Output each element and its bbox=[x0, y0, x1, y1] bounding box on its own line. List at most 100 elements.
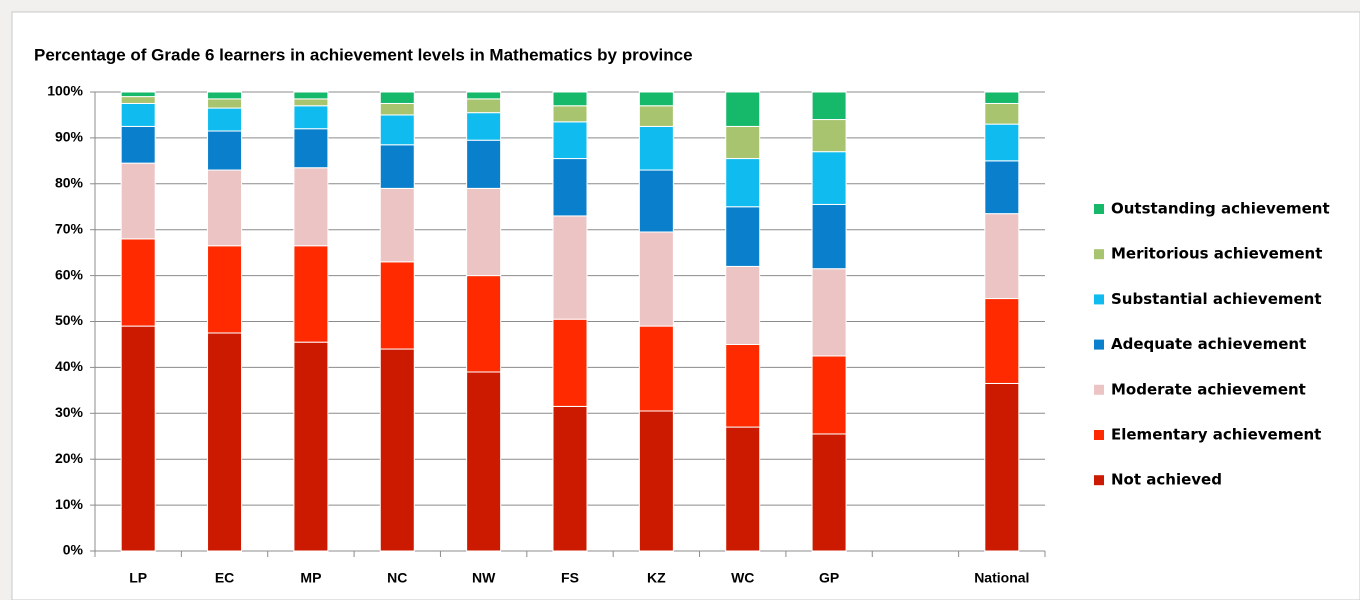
bar-segment bbox=[207, 169, 243, 247]
legend-label: Outstanding achievement bbox=[1111, 200, 1330, 218]
legend-swatch bbox=[1094, 204, 1104, 214]
x-tick-label: FS bbox=[561, 570, 579, 586]
x-tick-label: WC bbox=[731, 570, 754, 586]
legend-label: Not achieved bbox=[1111, 471, 1222, 489]
bar-segment bbox=[466, 139, 502, 189]
bar-segment bbox=[207, 107, 243, 132]
bar-segment bbox=[120, 125, 156, 164]
bar-segment bbox=[725, 125, 761, 160]
bar-segment bbox=[552, 215, 588, 320]
bar-segment bbox=[552, 318, 588, 407]
bar-segment bbox=[207, 332, 243, 552]
x-tick-label: EC bbox=[215, 570, 234, 586]
bar-segment bbox=[638, 231, 674, 327]
bar-segment bbox=[552, 405, 588, 552]
bar-segment bbox=[638, 169, 674, 233]
legend-label: Moderate achievement bbox=[1111, 380, 1306, 398]
bar-segment bbox=[466, 275, 502, 373]
bar-segment bbox=[725, 426, 761, 552]
chart-title: Percentage of Grade 6 learners in achiev… bbox=[34, 45, 693, 64]
bar-segment bbox=[120, 162, 156, 240]
bar-segment bbox=[725, 343, 761, 428]
bar-segment bbox=[638, 410, 674, 552]
bar-segment bbox=[293, 91, 329, 100]
bar-segment bbox=[379, 144, 415, 189]
bar-segment bbox=[120, 102, 156, 127]
bar-segment bbox=[725, 158, 761, 208]
bar-segment bbox=[379, 348, 415, 552]
bar-segment bbox=[725, 265, 761, 345]
bar-segment bbox=[984, 91, 1020, 104]
x-tick-label: GP bbox=[819, 570, 839, 586]
bar-segment bbox=[984, 298, 1020, 384]
legend-swatch bbox=[1094, 249, 1104, 260]
bar-segment bbox=[466, 91, 502, 100]
x-tick-label: LP bbox=[129, 570, 147, 586]
bar-segment bbox=[811, 355, 847, 435]
bar-segment bbox=[638, 125, 674, 171]
x-tick-label: NW bbox=[472, 570, 496, 586]
bar-segment bbox=[638, 105, 674, 127]
bar-segment bbox=[379, 102, 415, 116]
bar-segment bbox=[207, 98, 243, 109]
bar-segment bbox=[725, 206, 761, 267]
bar-segment bbox=[207, 91, 243, 100]
bar-segment bbox=[984, 213, 1020, 300]
bar-segment bbox=[552, 121, 588, 160]
bar-segment bbox=[725, 91, 761, 127]
legend-label: Elementary achievement bbox=[1111, 426, 1321, 444]
legend-swatch bbox=[1094, 384, 1104, 395]
y-tick-label: 60% bbox=[55, 266, 84, 282]
legend-label: Adequate achievement bbox=[1111, 335, 1306, 353]
bar-segment bbox=[120, 238, 156, 327]
bar-segment bbox=[466, 112, 502, 141]
y-tick-label: 10% bbox=[55, 496, 84, 512]
y-tick-label: 30% bbox=[55, 404, 84, 420]
bar-segment bbox=[811, 268, 847, 357]
bar-segment bbox=[379, 187, 415, 263]
y-tick-label: 20% bbox=[55, 450, 84, 466]
bar-segment bbox=[466, 98, 502, 114]
bar-segment bbox=[207, 245, 243, 334]
bar-segment bbox=[638, 325, 674, 412]
bar-segment bbox=[552, 91, 588, 107]
legend-label: Substantial achievement bbox=[1111, 290, 1322, 308]
bar-segment bbox=[984, 382, 1020, 552]
bar-segment bbox=[293, 98, 329, 107]
legend-label: Meritorious achievement bbox=[1111, 245, 1322, 263]
bar-segment bbox=[120, 91, 156, 98]
bar-segment bbox=[984, 160, 1020, 215]
bar-segment bbox=[293, 128, 329, 169]
x-tick-label: NC bbox=[387, 570, 407, 586]
bar-segment bbox=[552, 105, 588, 123]
bar-segment bbox=[811, 119, 847, 153]
bar-segment bbox=[811, 433, 847, 552]
bar-segment bbox=[293, 105, 329, 130]
bar-segment bbox=[984, 102, 1020, 125]
y-tick-label: 100% bbox=[47, 83, 83, 99]
bar-segment bbox=[120, 325, 156, 552]
bar-segment bbox=[293, 341, 329, 552]
bar-segment bbox=[293, 245, 329, 343]
bar-segment bbox=[379, 91, 415, 104]
legend-swatch bbox=[1094, 430, 1104, 440]
y-tick-label: 80% bbox=[55, 175, 84, 191]
bar-segment bbox=[552, 158, 588, 217]
bar-segment bbox=[811, 203, 847, 270]
bar-segment bbox=[207, 130, 243, 171]
bar-segment bbox=[379, 261, 415, 350]
bar-segment bbox=[379, 114, 415, 146]
bar-segment bbox=[466, 187, 502, 277]
y-tick-label: 70% bbox=[55, 220, 84, 236]
y-tick-label: 40% bbox=[55, 358, 84, 374]
bar-segment bbox=[984, 123, 1020, 162]
x-tick-label: MP bbox=[300, 570, 321, 586]
bar-segment bbox=[638, 91, 674, 107]
bar-segment bbox=[466, 371, 502, 552]
bar-segment bbox=[293, 167, 329, 247]
y-tick-label: 90% bbox=[55, 129, 84, 145]
legend-swatch bbox=[1094, 339, 1104, 350]
y-tick-label: 50% bbox=[55, 312, 84, 328]
bar-segment bbox=[120, 96, 156, 104]
